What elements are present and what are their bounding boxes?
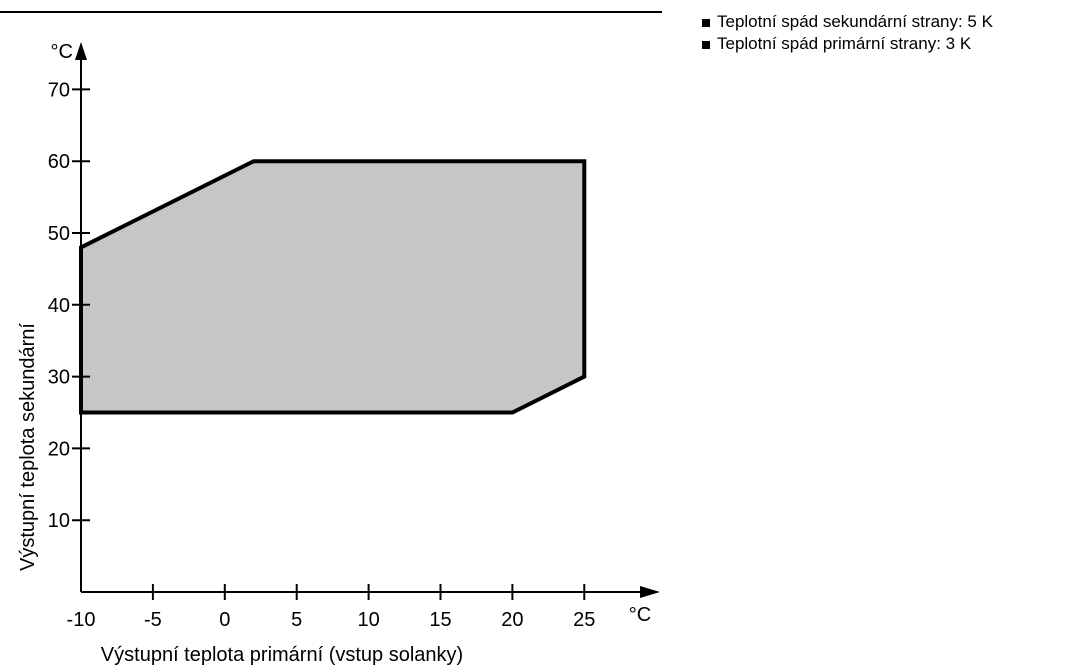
x-tick-label: 10 [357,609,379,631]
x-axis-title: Výstupní teplota primární (vstup solanky… [101,644,463,666]
note-primary-gradient: Teplotní spád primární strany: 3 K [717,34,972,53]
operating-area-polygon [79,159,587,415]
note-item: Teplotní spád primární strany: 3 K [702,33,993,55]
square-bullet-icon [702,19,710,27]
x-tick-label: 5 [291,609,302,631]
x-axis-arrow-icon [640,586,660,598]
y-tick-label: 60 [48,151,70,173]
y-axis-title: Výstupní teplota sekundární [17,323,39,571]
y-tick-label: 10 [48,510,70,532]
x-tick-label: 0 [219,609,230,631]
x-tick-label: -10 [67,609,96,631]
x-tick-label: 15 [429,609,451,631]
x-tick-label: 20 [501,609,523,631]
y-unit-label: °C [51,41,73,63]
note-secondary-gradient: Teplotní spád sekundární strany: 5 K [717,12,993,31]
note-item: Teplotní spád sekundární strany: 5 K [702,11,993,33]
y-axis-arrow-icon [75,42,87,60]
y-tick-label: 30 [48,367,70,389]
y-tick-label: 70 [48,79,70,101]
y-tick-label: 40 [48,295,70,317]
y-tick-label: 50 [48,223,70,245]
x-tick-label: -5 [144,609,162,631]
x-unit-label: °C [629,604,651,626]
notes-list: Teplotní spád sekundární strany: 5 K Tep… [702,11,993,55]
square-bullet-icon [702,41,710,49]
y-tick-label: 20 [48,438,70,460]
plot-area: 10 20 30 40 50 60 70 -10 -5 0 5 10 15 20 25 °C °C Výstupn… [17,41,660,666]
x-tick-label: 25 [573,609,595,631]
